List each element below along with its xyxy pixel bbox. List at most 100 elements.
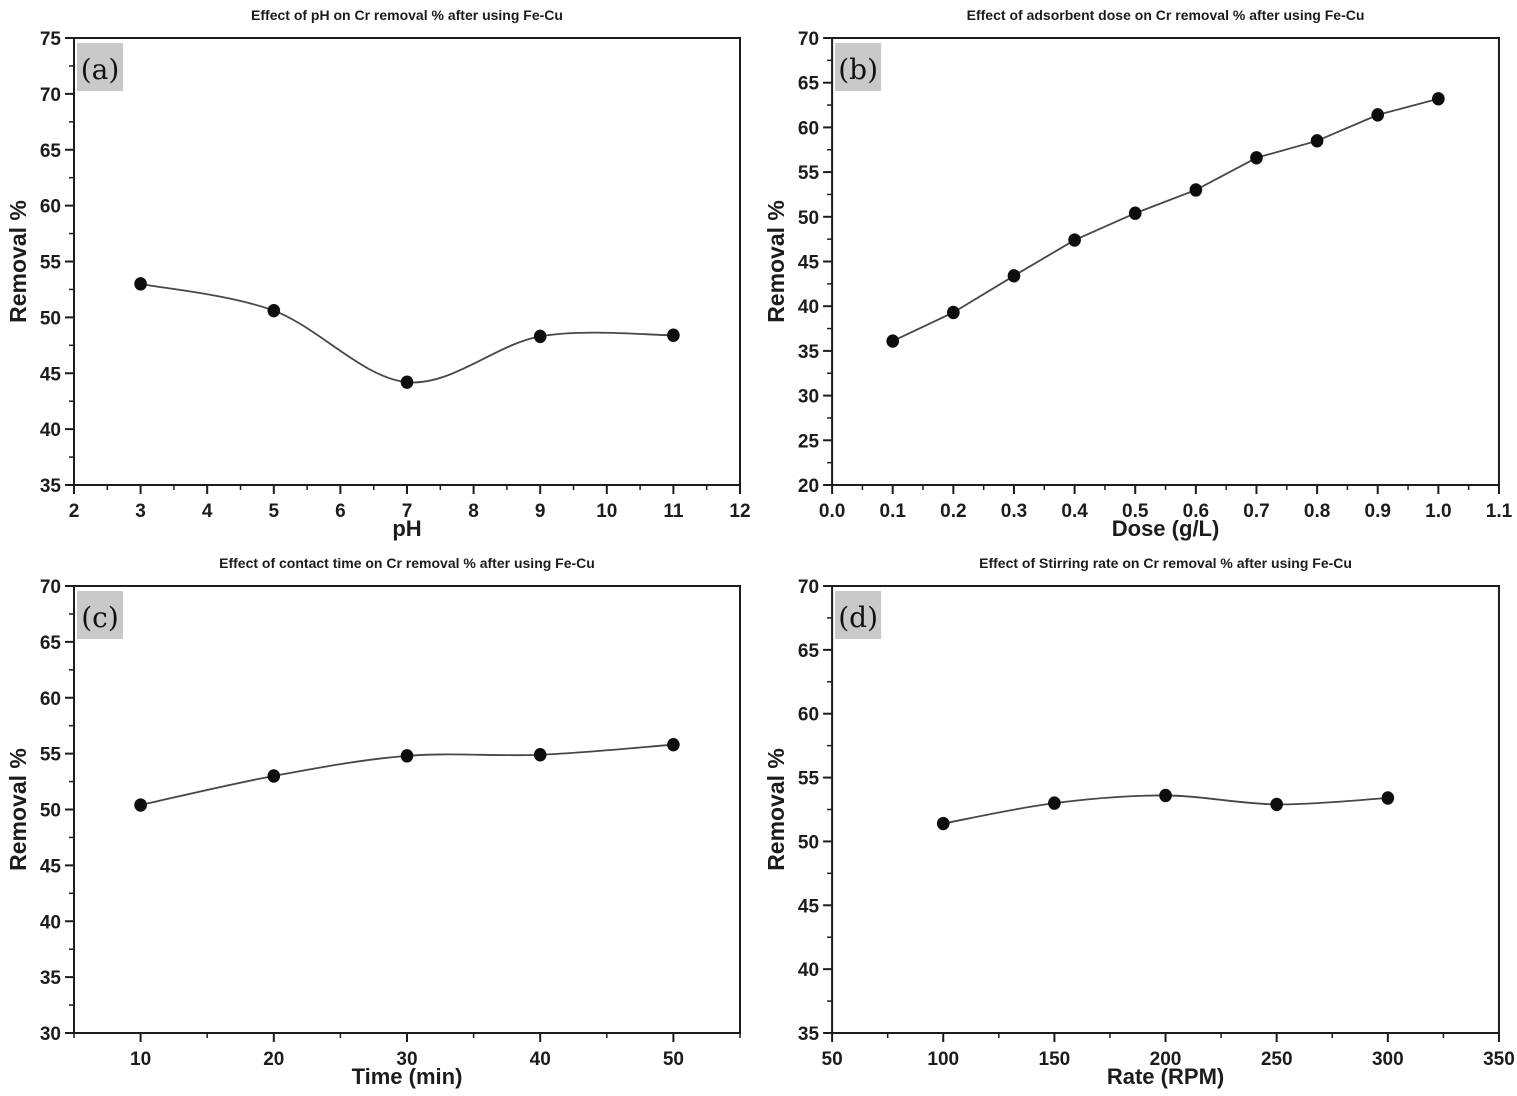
y-tick-label: 50 xyxy=(40,801,61,822)
data-point xyxy=(667,328,680,342)
y-tick-label: 65 xyxy=(40,141,62,162)
y-tick-label: 30 xyxy=(40,1024,61,1045)
y-tick-label: 35 xyxy=(798,1024,820,1045)
y-tick-label: 55 xyxy=(798,769,820,790)
series-line xyxy=(892,97,1439,342)
x-axis-label: Time (min) xyxy=(352,1064,463,1089)
x-tick-label: 9 xyxy=(535,501,546,522)
x-tick-label: 200 xyxy=(1150,1049,1182,1070)
panel-b: 0.0 0.1 0.2 0.3 0.4 0.5 0.6 0.7 0.8 0.9 1.0 1.1 20 25… xyxy=(758,0,1517,548)
panel-c: 10 20 30 40 50 30 35 40 45 50 55 60 65 70 Effect of co… xyxy=(0,548,758,1096)
y-tick-label: 40 xyxy=(798,297,819,318)
x-tick-label: 6 xyxy=(335,501,346,522)
data-point xyxy=(1128,206,1142,220)
y-tick-label: 55 xyxy=(798,163,820,184)
data-point xyxy=(667,737,680,752)
y-tick-label: 50 xyxy=(798,832,819,853)
data-point xyxy=(1270,797,1283,812)
panel-background xyxy=(758,0,1517,548)
y-tick-label: 50 xyxy=(798,208,819,229)
data-point xyxy=(134,277,147,291)
x-tick-label: 12 xyxy=(729,501,750,522)
x-tick-label: 11 xyxy=(663,501,684,522)
x-tick-label: 0.5 xyxy=(1122,501,1149,522)
y-tick-label: 25 xyxy=(798,431,820,452)
data-point xyxy=(267,769,281,783)
y-tick-label: 70 xyxy=(40,85,61,106)
panel-label-box xyxy=(77,43,123,91)
x-tick-label: 0.4 xyxy=(1061,501,1088,522)
data-point xyxy=(134,798,147,812)
x-tick-label: 2 xyxy=(69,501,80,522)
x-tick-label: 0.0 xyxy=(819,501,845,522)
chart-c-canvas: 10 20 30 40 50 30 35 40 45 50 55 60 65 70 Effect of co… xyxy=(0,548,758,1096)
y-tick-label: 35 xyxy=(40,476,62,497)
x-tick-label: 20 xyxy=(263,1049,284,1070)
data-point xyxy=(267,303,281,318)
y-tick-label: 70 xyxy=(798,577,819,598)
data-point xyxy=(1381,791,1395,805)
panel-background xyxy=(0,548,758,1096)
y-tick-label: 60 xyxy=(40,197,61,218)
chart-d-canvas: 50 100 150 200 250 300 350 35 40 45 50 55 60 65 70 Effe… xyxy=(758,548,1517,1096)
y-tick-label: 65 xyxy=(798,74,820,95)
x-tick-label: 8 xyxy=(468,501,479,522)
y-tick-label: 45 xyxy=(798,253,820,274)
panel-background xyxy=(0,0,758,548)
data-point xyxy=(1250,151,1263,165)
x-tick-label: 50 xyxy=(822,1049,843,1070)
y-tick-label: 45 xyxy=(40,856,62,877)
panel-label-box xyxy=(77,591,123,639)
y-tick-label: 45 xyxy=(798,896,820,917)
panel-label: (d) xyxy=(838,601,878,634)
panel-label: (c) xyxy=(81,601,119,634)
x-axis-label: Rate (RPM) xyxy=(1107,1064,1224,1089)
x-tick-label: 350 xyxy=(1483,1049,1515,1070)
y-tick-label: 50 xyxy=(40,308,61,329)
x-tick-label: 4 xyxy=(202,501,213,522)
x-tick-label: 0.9 xyxy=(1365,501,1391,522)
data-point xyxy=(1310,134,1324,148)
chart-title: Effect of contact time on Cr removal % a… xyxy=(219,555,595,571)
data-point xyxy=(1371,108,1385,122)
x-tick-label: 3 xyxy=(135,501,146,522)
x-tick-label: 0.3 xyxy=(1001,501,1027,522)
x-tick-label: 7 xyxy=(402,501,413,522)
data-point xyxy=(947,305,960,320)
x-tick-label: 10 xyxy=(596,501,617,522)
chart-title: Effect of pH on Cr removal % after using… xyxy=(251,7,563,23)
y-tick-label: 35 xyxy=(40,968,62,989)
y-tick-label: 60 xyxy=(798,118,819,139)
x-tick-label: 0.2 xyxy=(940,501,966,522)
x-tick-label: 1.0 xyxy=(1425,501,1451,522)
y-tick-label: 70 xyxy=(798,29,819,50)
data-point xyxy=(1159,788,1172,803)
chart-title: Effect of Stirring rate on Cr removal % … xyxy=(979,555,1352,571)
chart-b-canvas: 0.0 0.1 0.2 0.3 0.4 0.5 0.6 0.7 0.8 0.9 1.0 1.1 20 25… xyxy=(758,0,1517,548)
chart-title: Effect of adsorbent dose on Cr removal %… xyxy=(967,7,1365,23)
panel-label: (b) xyxy=(838,53,878,86)
y-tick-label: 55 xyxy=(40,745,62,766)
panel-label: (a) xyxy=(81,53,120,86)
x-tick-label: 30 xyxy=(396,1049,417,1070)
data-point xyxy=(400,749,414,763)
panel-background xyxy=(758,548,1517,1096)
y-tick-label: 75 xyxy=(40,29,62,50)
x-tick-label: 5 xyxy=(269,501,280,522)
x-tick-label: 250 xyxy=(1261,1049,1293,1070)
y-tick-label: 65 xyxy=(798,641,820,662)
y-tick-label: 30 xyxy=(798,387,819,408)
panel-a: 2 3 4 5 6 7 8 9 10 11 12 35 40 45 50 55 60 65 70 75 Effect o… xyxy=(0,0,758,548)
y-axis-label: Removal % xyxy=(5,200,31,323)
x-tick-label: 10 xyxy=(130,1049,151,1070)
y-tick-label: 40 xyxy=(40,420,61,441)
x-tick-label: 0.7 xyxy=(1243,501,1269,522)
y-axis-label: Removal % xyxy=(5,748,31,871)
y-tick-label: 20 xyxy=(798,476,819,497)
panel-d: 50 100 150 200 250 300 350 35 40 45 50 55 60 65 70 Effe… xyxy=(758,548,1517,1096)
data-point xyxy=(1048,796,1061,810)
x-tick-label: 300 xyxy=(1372,1049,1404,1070)
y-tick-label: 65 xyxy=(40,633,62,654)
